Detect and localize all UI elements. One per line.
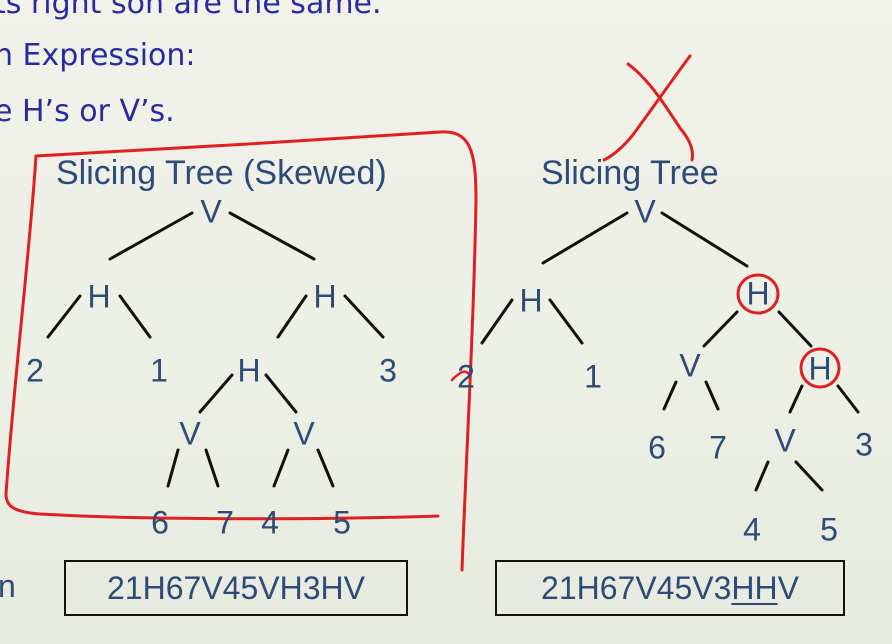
- edge: [788, 384, 804, 414]
- expression-label: n: [0, 568, 16, 604]
- edge: [316, 448, 335, 488]
- edge: [204, 448, 220, 488]
- left-polish-expression: 21H67V45VH3HV: [64, 560, 408, 616]
- annotation-stroke: [450, 370, 472, 382]
- edge: [662, 380, 678, 411]
- tree-node: 2: [26, 352, 44, 389]
- edge: [704, 380, 720, 411]
- tree-node: 6: [648, 429, 666, 466]
- bullet-line: n Expression:: [0, 38, 196, 73]
- tree-node: 5: [333, 504, 351, 541]
- expression-text: 21H67V45V3: [541, 569, 732, 606]
- tree-node: 4: [743, 511, 761, 548]
- expression-text: 21H67V45VH3HV: [107, 569, 365, 606]
- tree-node: 2: [457, 358, 475, 395]
- bullet-line: e H’s or V’s.: [0, 94, 175, 129]
- expression-text: V: [777, 569, 799, 606]
- edge: [777, 310, 813, 348]
- tree-node: V: [293, 415, 315, 452]
- tree-node: H: [237, 352, 261, 389]
- edge: [541, 211, 629, 265]
- edge: [108, 211, 194, 261]
- cross-mark: [602, 54, 692, 162]
- tree-node: 3: [855, 426, 873, 463]
- edge: [264, 373, 298, 414]
- tree-node: 7: [216, 504, 234, 541]
- edge: [702, 310, 739, 348]
- edge: [836, 384, 860, 414]
- edge: [272, 448, 290, 488]
- edge: [166, 448, 180, 488]
- edge: [276, 294, 308, 339]
- tree-node: V: [774, 422, 796, 459]
- annotation-box: [34, 130, 478, 572]
- tree-node: H: [808, 350, 832, 387]
- tree-node: H: [87, 278, 111, 315]
- right-tree-title: Slicing Tree: [541, 154, 719, 192]
- cross-mark: [626, 62, 694, 162]
- edge: [46, 294, 82, 339]
- expression-underlined-text: HH: [731, 569, 778, 606]
- tree-node: H: [519, 282, 543, 319]
- tree-node: 1: [584, 358, 602, 395]
- tree-node: 4: [261, 504, 279, 541]
- edge: [754, 460, 770, 492]
- tree-node: V: [634, 193, 656, 230]
- tree-node: 3: [379, 352, 397, 389]
- edge: [480, 298, 514, 345]
- right-polish-expression: 21H67V45V3 HH V: [495, 560, 845, 616]
- tree-node: H: [313, 278, 337, 315]
- edge: [660, 211, 749, 268]
- edge: [794, 460, 824, 492]
- bullet-line: ts right son are the same.: [0, 0, 382, 21]
- tree-node: H: [746, 275, 770, 312]
- edge: [228, 211, 316, 261]
- tree-node: 1: [150, 352, 168, 389]
- highlight-circle: [799, 347, 841, 389]
- edge: [118, 294, 152, 339]
- tree-node: 6: [151, 504, 169, 541]
- tree-node: V: [200, 193, 222, 230]
- edge: [548, 298, 584, 345]
- left-tree-title: Slicing Tree (Skewed): [56, 154, 387, 192]
- annotation-box: [4, 154, 440, 521]
- tree-node: V: [179, 415, 201, 452]
- edge: [343, 294, 385, 339]
- edge: [198, 373, 234, 414]
- tree-node: 7: [709, 429, 727, 466]
- tree-node: V: [679, 347, 701, 384]
- tree-node: 5: [820, 511, 838, 548]
- highlight-circle: [736, 273, 780, 315]
